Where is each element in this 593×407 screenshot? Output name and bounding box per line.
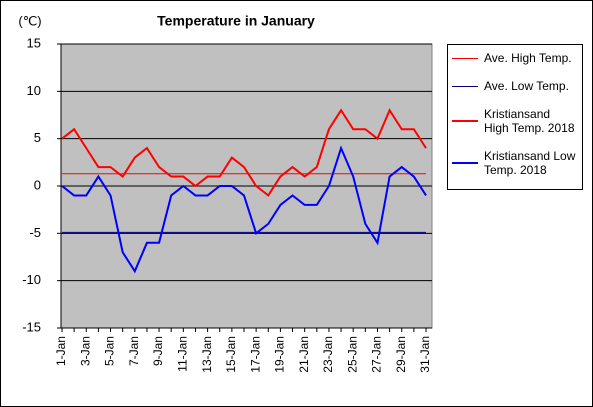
y-tick-label: -5 [29, 225, 41, 240]
x-tick-label: 25-Jan [345, 336, 359, 373]
x-tick-label: 15-Jan [224, 336, 238, 373]
x-tick-label: 9-Jan [151, 336, 165, 366]
legend-entry: Ave. High Temp. [452, 51, 578, 65]
y-tick-label: -10 [22, 272, 41, 287]
x-tick-label: 29-Jan [394, 336, 408, 373]
legend-entry: Kristiansand High Temp. 2018 [452, 107, 578, 135]
x-tick-label: 21-Jan [297, 336, 311, 373]
legend-swatch [452, 162, 478, 164]
y-tick-label: 5 [34, 130, 41, 145]
x-tick-label: 7-Jan [127, 336, 141, 366]
legend-label: Kristiansand High Temp. 2018 [484, 107, 575, 135]
legend-label: Ave. Low Temp. [484, 79, 569, 93]
legend-swatch [452, 57, 478, 59]
legend: Ave. High Temp. Ave. Low Temp. Kristiansan… [447, 44, 583, 190]
x-tick-label: 13-Jan [200, 336, 214, 373]
x-tick-label: 23-Jan [321, 336, 335, 373]
y-tick-label: 0 [34, 177, 41, 192]
legend-entry: Ave. Low Temp. [452, 79, 578, 93]
legend-label: Kristiansand Low Temp. 2018 [484, 149, 576, 177]
x-tick-label: 27-Jan [370, 336, 384, 373]
x-tick-label: 19-Jan [273, 336, 287, 373]
y-tick-label: 10 [27, 83, 41, 98]
series-line [61, 145, 427, 274]
legend-entry: Kristiansand Low Temp. 2018 [452, 149, 578, 177]
chart-title: Temperature in January [157, 13, 315, 29]
y-tick-label: 15 [27, 35, 41, 50]
legend-swatch [452, 120, 478, 122]
legend-swatch [452, 85, 478, 87]
legend-label: Ave. High Temp. [484, 51, 572, 65]
y-axis-label: (℃) [18, 13, 41, 28]
x-tick-label: 11-Jan [176, 336, 190, 372]
x-tick-label: 17-Jan [248, 336, 262, 373]
x-tick-label: 31-Jan [418, 336, 432, 373]
x-tick-label: 3-Jan [78, 336, 92, 366]
y-tick-label: -15 [22, 319, 41, 334]
x-tick-label: 1-Jan [54, 336, 68, 366]
x-tick-label: 5-Jan [103, 336, 117, 366]
series-line [61, 108, 427, 197]
